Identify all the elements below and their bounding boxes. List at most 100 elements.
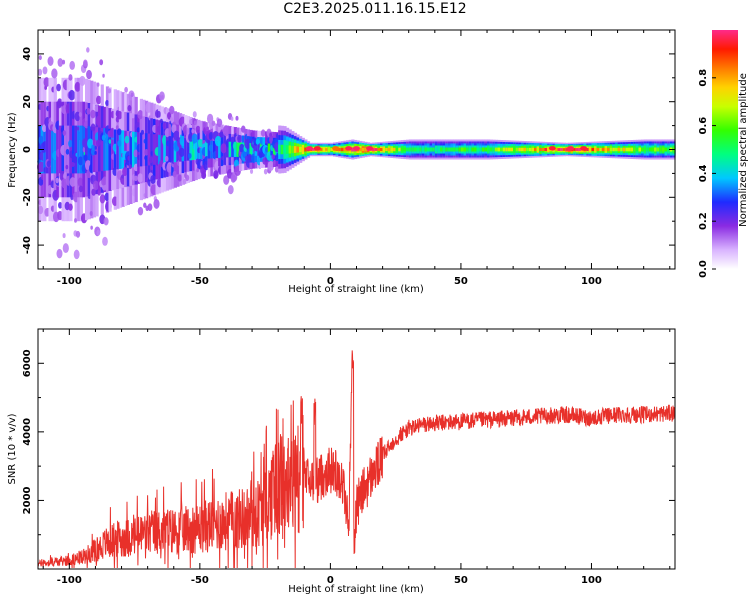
spectrogram-cell [101, 134, 106, 141]
spectrogram-cell [187, 152, 192, 159]
spectrogram-cell [239, 143, 245, 153]
x-tick-label: 0 [327, 276, 334, 287]
colorbar-tick-label: 0.8 [698, 69, 709, 87]
spectrogram-cell [126, 131, 130, 168]
spectrogram-cell [100, 127, 104, 172]
spectrogram-cell [82, 137, 89, 148]
x-tick-label: 50 [454, 276, 468, 287]
spectrogram-cell [554, 148, 559, 151]
spectrogram-cell [374, 148, 378, 151]
spectrogram-cell [144, 155, 147, 160]
spectrogram-cell [143, 202, 147, 208]
y-tick-label: 6000 [22, 349, 33, 377]
spectrogram-cell [541, 147, 546, 152]
colorbar-tick-label: 0.0 [698, 260, 709, 278]
spectrogram-cell [139, 132, 144, 167]
spectrogram-cell [71, 161, 75, 168]
spectrogram-cell [184, 138, 188, 161]
spectrogram-cell [395, 147, 399, 152]
spectrogram-cell [625, 147, 629, 152]
spectrogram-cell [494, 147, 499, 152]
spectrogram-cell [158, 134, 162, 165]
spectrogram-cell [171, 136, 175, 163]
spectrogram-cell [148, 156, 154, 164]
x-tick-label: -100 [57, 575, 82, 586]
colorbar-ticks: 0.0 0.2 0.4 0.6 0.8 [698, 69, 716, 278]
spectrogram-cell [165, 135, 170, 164]
spectrogram-cell [96, 229, 101, 236]
spectrogram-cell [565, 148, 569, 151]
spectrogram-cell [55, 177, 59, 184]
spectrogram-cell [379, 147, 384, 152]
spectrogram-cell [41, 124, 47, 133]
spectrogram-cell [291, 145, 295, 154]
spectrogram-cell [455, 147, 459, 152]
spectrogram-cell [150, 151, 154, 156]
spectrogram-cell [345, 146, 353, 151]
spectrogram-cell [102, 236, 108, 246]
snr-panel: -100 -50 0 50 100 2000 4000 6000 Height of str… [7, 328, 676, 595]
spectrogram-cell [278, 144, 282, 155]
spectrogram-cell [128, 164, 132, 170]
spectrogram-cell [481, 147, 486, 152]
spectrogram-cell [78, 112, 82, 118]
spectrogram-cell [562, 148, 566, 151]
spectrogram-cell [453, 147, 457, 152]
spectrogram-cell [372, 148, 376, 151]
spectrogram-cell [656, 147, 660, 152]
spectrogram-cell [144, 149, 149, 156]
spectrogram-cell [296, 146, 300, 153]
spectrogram-cell [220, 143, 227, 154]
spectrogram-cell [117, 128, 122, 136]
y-tick-label: -20 [22, 188, 33, 206]
spectrogram-cell [48, 125, 52, 174]
colorbar-gradient [712, 30, 738, 269]
spectrogram-cell [651, 147, 655, 152]
spectrogram-cell [86, 69, 92, 80]
spectrogram-cell [274, 166, 279, 173]
spectrogram-cell [137, 109, 144, 120]
spectrogram-cell [235, 115, 239, 121]
spectrogram-cell [193, 120, 197, 126]
spectrogram-cell [44, 208, 50, 217]
spectrogram-cell [654, 147, 658, 152]
spectrogram-cell [231, 141, 235, 158]
spectrogram-cell [107, 88, 112, 94]
spectrogram-cell [90, 109, 96, 119]
spectrogram-cell [147, 203, 153, 211]
spectrogram-cell [77, 177, 84, 187]
spectrogram-cell [137, 206, 144, 216]
spectrogram-cell [591, 147, 595, 152]
spectrogram-cell [43, 77, 50, 88]
spectrogram-cell [86, 47, 90, 53]
spectrogram-cell [56, 83, 61, 92]
spectrogram-cell [62, 130, 67, 136]
spectrogram-cell [160, 135, 164, 164]
spectrogram-cell [218, 141, 222, 158]
spectrogram-x-axis-label: Height of straight line (km) [288, 284, 424, 295]
spectrogram-cell [588, 147, 593, 152]
spectrogram-cell [260, 129, 266, 137]
spectrogram-cell [620, 147, 624, 152]
spectrogram-cell [327, 148, 331, 151]
spectrogram-cell [429, 147, 433, 152]
spectrogram-cell [156, 125, 162, 133]
spectrogram-cell [539, 147, 543, 152]
spectrogram-cell [659, 147, 663, 152]
snr-x-axis-label: Height of straight line (km) [288, 584, 424, 595]
spectrogram-cell [108, 139, 112, 144]
spectrogram-cell [267, 160, 274, 172]
x-tick-label: 50 [454, 575, 468, 586]
spectrogram-cell [661, 147, 666, 152]
spectrogram-cell [71, 125, 76, 174]
spectrogram-cell [182, 178, 187, 185]
spectrogram-cell [74, 125, 78, 174]
spectrogram-cell [188, 118, 193, 125]
spectrogram-cell [68, 203, 73, 211]
spectrogram-cell [646, 147, 650, 152]
colorbar-tick-label: 0.4 [698, 165, 709, 183]
spectrogram-cell [124, 86, 128, 93]
spectrogram-cell [502, 147, 506, 152]
spectrogram-cell [156, 110, 161, 118]
spectrogram-cell [531, 147, 535, 152]
